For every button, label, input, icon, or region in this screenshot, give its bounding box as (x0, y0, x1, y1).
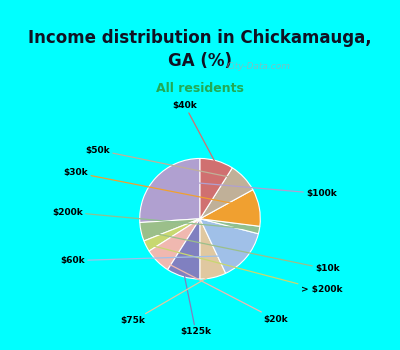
Wedge shape (144, 219, 200, 251)
Text: $30k: $30k (64, 168, 254, 208)
Text: $20k: $20k (162, 260, 288, 324)
Wedge shape (200, 219, 260, 234)
Text: City-Data.com: City-Data.com (227, 62, 291, 71)
Wedge shape (200, 190, 260, 226)
Wedge shape (200, 159, 232, 219)
Wedge shape (140, 219, 200, 241)
Text: $100k: $100k (161, 180, 337, 198)
Wedge shape (149, 219, 200, 270)
Wedge shape (168, 219, 200, 279)
Wedge shape (140, 159, 200, 223)
Text: Income distribution in Chickamauga,
GA (%): Income distribution in Chickamauga, GA (… (28, 29, 372, 70)
Text: > $200k: > $200k (152, 245, 342, 294)
Wedge shape (200, 168, 253, 219)
Text: $10k: $10k (147, 232, 340, 273)
Text: $50k: $50k (86, 146, 239, 179)
Text: All residents: All residents (156, 82, 244, 95)
Text: $200k: $200k (52, 208, 254, 229)
Text: $60k: $60k (60, 256, 241, 265)
Text: $75k: $75k (120, 276, 210, 326)
Text: $40k: $40k (172, 101, 215, 161)
Wedge shape (200, 219, 226, 279)
Wedge shape (200, 219, 258, 273)
Text: $125k: $125k (180, 276, 211, 336)
